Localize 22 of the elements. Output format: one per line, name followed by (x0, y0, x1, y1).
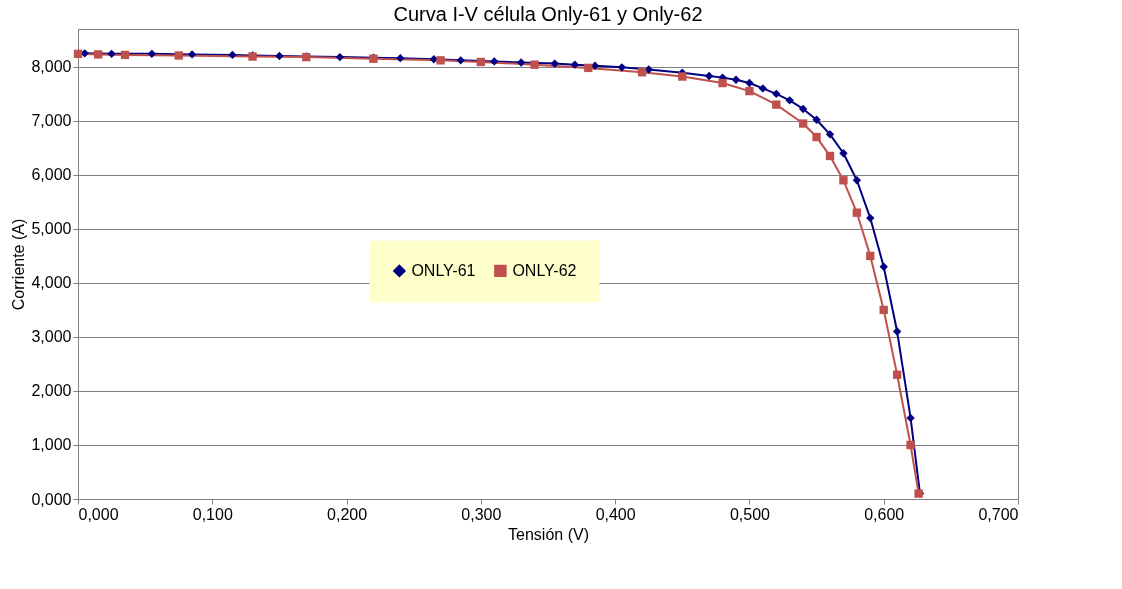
legend-label: ONLY-62 (512, 261, 577, 279)
x-tick-label: 0,100 (192, 505, 233, 523)
y-tick-label: 2,000 (31, 382, 72, 400)
y-tick-label: 8,000 (31, 58, 72, 76)
y-tick-label: 7,000 (31, 112, 72, 130)
x-tick-label: 0,300 (461, 505, 502, 523)
x-tick-label: 0,400 (595, 505, 636, 523)
y-tick-label: 3,000 (31, 328, 72, 346)
y-tick-label: 5,000 (31, 220, 72, 238)
x-tick-label: 0,000 (78, 505, 119, 523)
x-tick-label: 0,200 (327, 505, 368, 523)
y-tick-label: 1,000 (31, 436, 72, 454)
chart-title: Curva I-V célula Only-61 y Only-62 (393, 3, 703, 25)
x-axis-title: Tensión (V) (508, 525, 589, 543)
legend-label: ONLY-61 (411, 261, 476, 279)
x-tick-label: 0,500 (729, 505, 771, 523)
x-tick-label: 0,700 (978, 505, 1019, 523)
y-tick-label: 4,000 (31, 274, 72, 292)
y-tick-label: 6,000 (31, 166, 72, 184)
y-axis-title: Corriente (A) (10, 218, 28, 311)
y-tick-label: 0,000 (31, 490, 72, 508)
x-tick-label: 0,600 (864, 505, 905, 523)
